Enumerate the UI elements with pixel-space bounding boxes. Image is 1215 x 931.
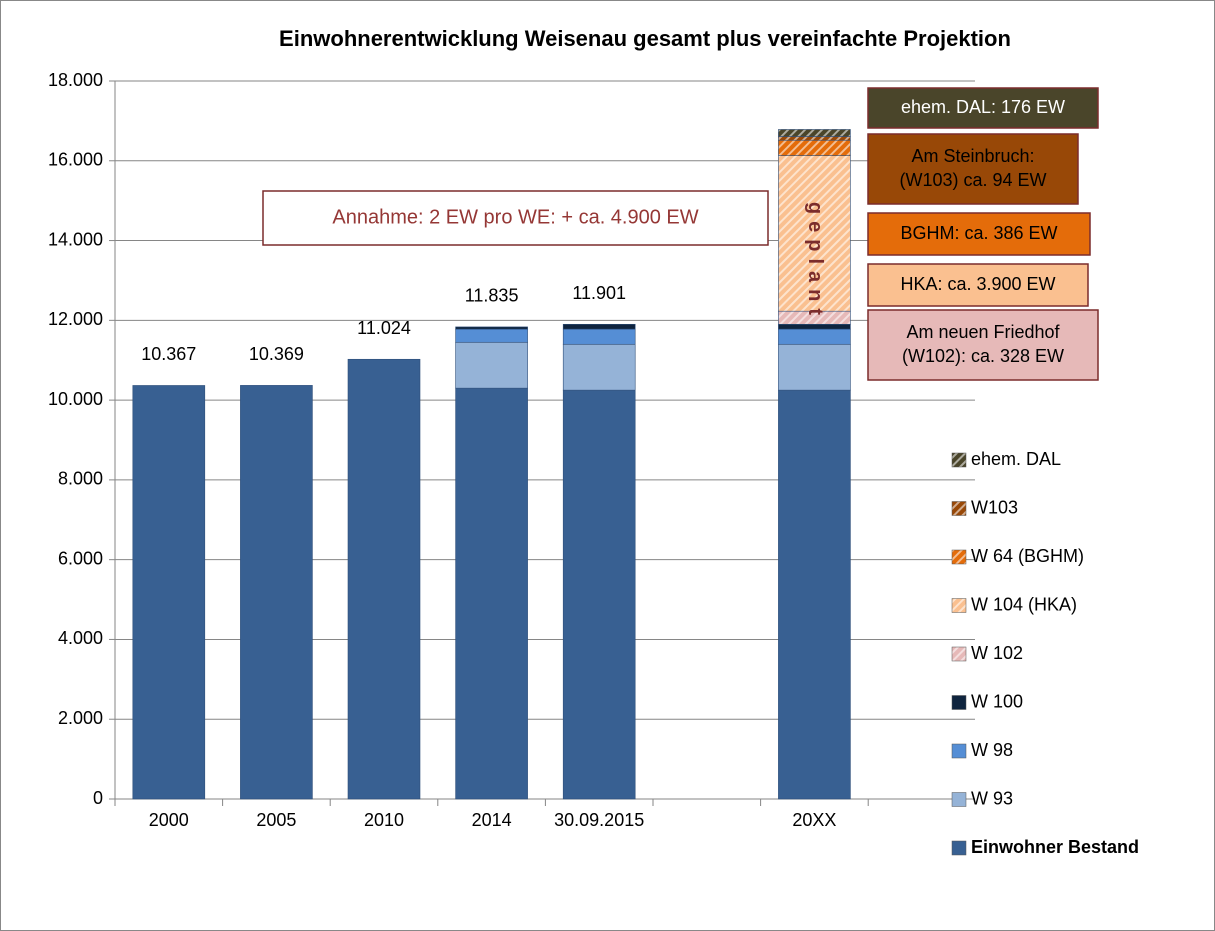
annotation-text: BGHM: ca. 386 EW <box>900 223 1057 243</box>
annotation-text: (W102): ca. 328 EW <box>902 346 1064 366</box>
annotation-text: HKA: ca. 3.900 EW <box>900 274 1055 294</box>
annotation-text: Annahme: 2 EW pro WE: + ca. 4.900 EW <box>332 206 698 228</box>
x-tick-label: 2010 <box>364 810 404 830</box>
bar-segment <box>778 323 851 330</box>
annotation-text: ehem. DAL: 176 EW <box>901 97 1065 117</box>
bar-segment <box>562 389 636 800</box>
x-tick-label: 30.09.2015 <box>554 810 644 830</box>
total-label: 11.835 <box>465 286 519 306</box>
y-tick-label: 4.000 <box>58 628 103 648</box>
annotation-box <box>867 87 1099 129</box>
annotation-text: (W103) ca. 94 EW <box>899 170 1046 190</box>
annotation-text: Am neuen Friedhof <box>906 322 1060 342</box>
annotation-box <box>262 190 769 246</box>
total-label: 11.901 <box>572 283 626 303</box>
legend-swatch <box>951 452 967 468</box>
bar-segment <box>562 328 636 345</box>
legend-label: W 98 <box>971 740 1013 760</box>
legend-swatch <box>951 743 967 759</box>
legend-swatch <box>951 501 967 516</box>
total-label: 10.369 <box>249 344 304 364</box>
bar-segment <box>562 323 636 330</box>
total-label: 11.024 <box>357 318 411 338</box>
legend-label: Einwohner Bestand <box>971 837 1139 857</box>
legend-label: W 64 (BGHM) <box>971 546 1084 566</box>
x-tick-label: 20XX <box>792 810 836 830</box>
y-tick-label: 0 <box>93 788 103 808</box>
legend-label: W 93 <box>971 788 1013 808</box>
legend-label: W 102 <box>971 643 1023 663</box>
annotation-box <box>867 133 1079 205</box>
bar-segment <box>455 387 528 800</box>
bar-segment <box>778 129 851 137</box>
y-tick-label: 2.000 <box>58 708 103 728</box>
legend-swatch <box>951 695 967 710</box>
y-tick-label: 10.000 <box>48 389 103 409</box>
y-tick-label: 18.000 <box>48 70 103 90</box>
annotation-box <box>867 263 1089 307</box>
bar-segment <box>455 328 528 343</box>
bar-segment <box>347 358 421 800</box>
annotation-text: Am Steinbruch: <box>911 146 1034 166</box>
x-tick-label: 2014 <box>472 810 512 830</box>
legend-label: W 104 (HKA) <box>971 594 1077 614</box>
bar-segment <box>778 155 851 312</box>
x-tick-label: 2000 <box>149 810 189 830</box>
legend-label: W 100 <box>971 691 1023 711</box>
legend-swatch <box>951 646 967 662</box>
bar-segment <box>778 136 851 141</box>
x-tick-label: 2005 <box>256 810 296 830</box>
bar-segment <box>778 389 851 800</box>
legend-swatch <box>951 598 967 613</box>
legend-swatch <box>951 549 967 565</box>
y-tick-label: 14.000 <box>48 229 103 249</box>
bar-segment <box>562 343 636 391</box>
y-tick-label: 8.000 <box>58 469 103 489</box>
legend-swatch <box>951 792 967 807</box>
legend-label: W103 <box>971 497 1018 517</box>
bar-segment <box>240 385 313 800</box>
bar-segment <box>455 326 528 330</box>
legend-swatch <box>951 840 967 856</box>
chart-title: Einwohnerentwicklung Weisenau gesamt plu… <box>279 26 1011 51</box>
annotation-box <box>867 309 1099 381</box>
annotation-text: geplant <box>804 202 826 322</box>
y-tick-label: 6.000 <box>58 548 103 568</box>
y-tick-label: 16.000 <box>48 150 103 170</box>
bar-segment <box>778 343 851 391</box>
annotation-box <box>867 212 1091 256</box>
y-tick-label: 12.000 <box>48 309 103 329</box>
bar-segment <box>778 139 851 156</box>
total-label: 10.367 <box>141 344 196 364</box>
bar-segment <box>132 385 206 800</box>
legend-label: ehem. DAL <box>971 449 1061 469</box>
bar-segment <box>455 341 528 389</box>
bar-segment <box>778 328 851 345</box>
